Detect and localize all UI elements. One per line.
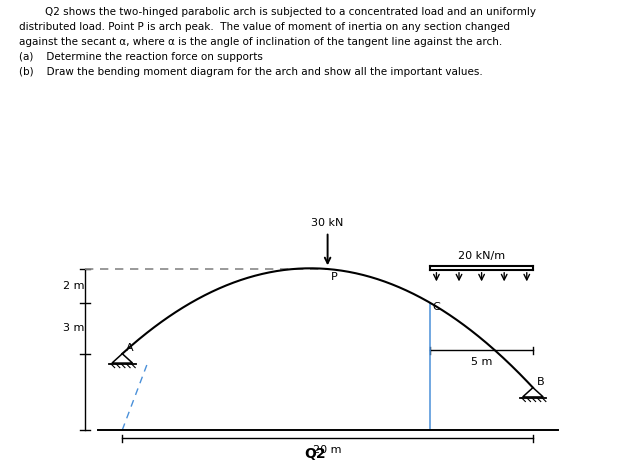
Text: P: P xyxy=(331,272,338,281)
Text: distributed load. Point P is arch peak.  The value of moment of inertia on any s: distributed load. Point P is arch peak. … xyxy=(19,22,510,32)
Text: A: A xyxy=(126,343,134,353)
Text: 20 m: 20 m xyxy=(313,445,342,455)
Text: B: B xyxy=(537,377,544,387)
Text: (b)    Draw the bending moment diagram for the arch and show all the important v: (b) Draw the bending moment diagram for … xyxy=(19,67,483,76)
Polygon shape xyxy=(523,388,543,397)
Text: Q2: Q2 xyxy=(304,447,326,461)
Text: 20 kN/m: 20 kN/m xyxy=(458,251,505,261)
Text: C: C xyxy=(432,302,440,312)
Text: 3 m: 3 m xyxy=(64,323,84,333)
Polygon shape xyxy=(112,354,132,363)
Text: 30 kN: 30 kN xyxy=(311,219,344,228)
Text: Q2 shows the two-hinged parabolic arch is subjected to a concentrated load and a: Q2 shows the two-hinged parabolic arch i… xyxy=(19,7,536,17)
Text: 5 m: 5 m xyxy=(471,357,492,367)
Text: 2 m: 2 m xyxy=(63,281,85,291)
Text: against the secant α, where α is the angle of inclination of the tangent line ag: against the secant α, where α is the ang… xyxy=(19,37,502,47)
Text: (a)    Determine the reaction force on supports: (a) Determine the reaction force on supp… xyxy=(19,52,263,62)
